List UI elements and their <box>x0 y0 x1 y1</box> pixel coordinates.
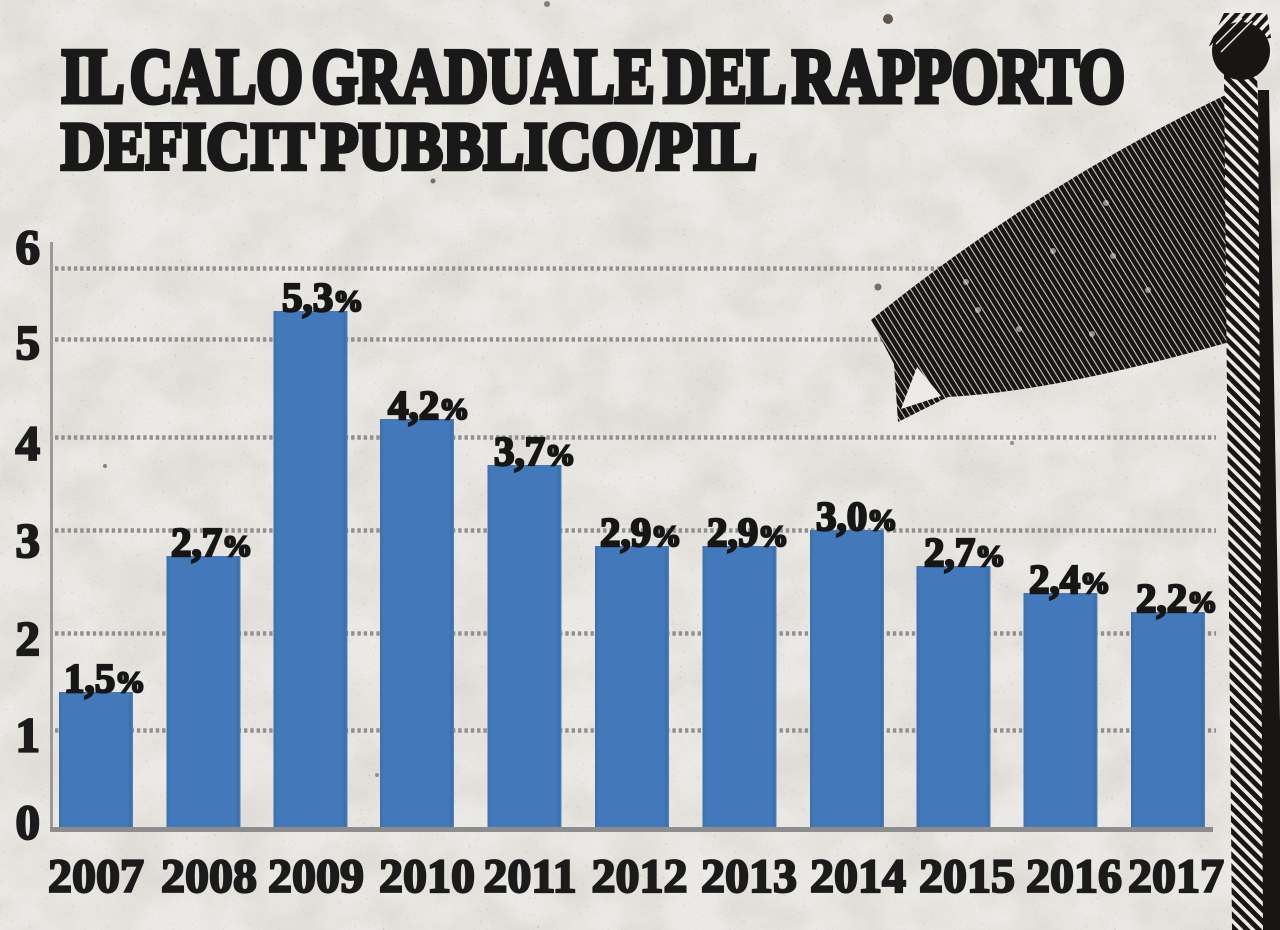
svg-text:2009: 2009 <box>268 850 364 903</box>
svg-text:2017: 2017 <box>1128 850 1224 903</box>
svg-text:6: 6 <box>16 220 41 275</box>
svg-text:DEFICIT PUBBLICO/PIL: DEFICIT PUBBLICO/PIL <box>61 108 757 184</box>
svg-text:2014: 2014 <box>810 850 906 903</box>
svg-text:5: 5 <box>16 315 41 370</box>
svg-text:2016: 2016 <box>1026 850 1122 903</box>
svg-text:IL CALO GRADUALE DEL RAPPORTO: IL CALO GRADUALE DEL RAPPORTO <box>61 33 1125 119</box>
svg-text:2007: 2007 <box>48 850 144 903</box>
svg-text:2,7%: 2,7% <box>924 529 1005 575</box>
svg-text:2008: 2008 <box>161 850 257 903</box>
svg-text:2: 2 <box>16 611 41 666</box>
svg-text:2012: 2012 <box>592 850 688 903</box>
svg-text:4: 4 <box>16 416 41 471</box>
svg-text:0: 0 <box>16 795 41 850</box>
svg-text:1: 1 <box>16 708 41 763</box>
svg-text:2,2%: 2,2% <box>1136 575 1217 621</box>
svg-text:2011: 2011 <box>483 850 576 903</box>
svg-text:3: 3 <box>16 513 41 568</box>
svg-text:2,9%: 2,9% <box>600 509 681 555</box>
svg-text:2010: 2010 <box>379 850 475 903</box>
svg-text:2013: 2013 <box>701 850 797 903</box>
svg-text:5,3%: 5,3% <box>282 274 363 320</box>
svg-text:2015: 2015 <box>919 850 1015 903</box>
